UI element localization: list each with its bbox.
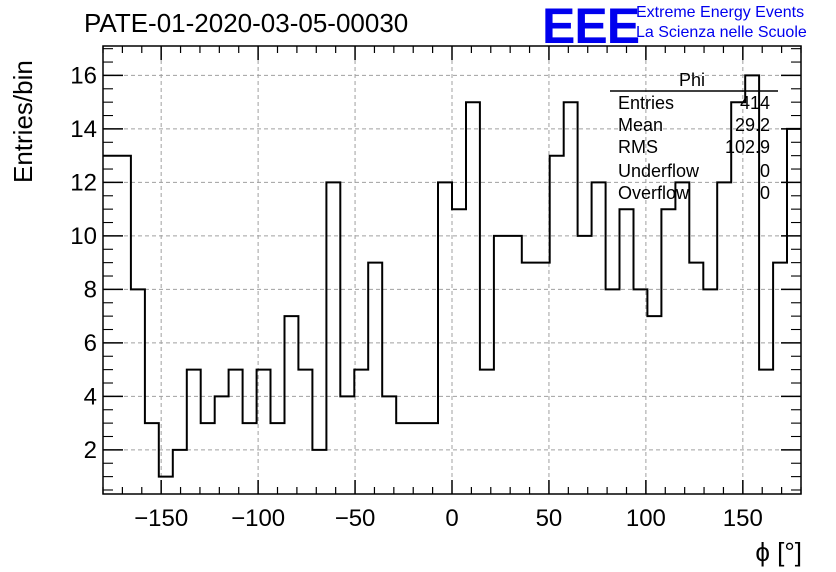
chart-title: PATE-01-2020-03-05-00030 [84, 8, 409, 38]
y-tick-label: 4 [84, 383, 97, 410]
stats-label-underflow: Underflow [618, 161, 700, 181]
grid-lines [103, 46, 801, 494]
x-tick-label: 50 [536, 505, 563, 532]
y-tick-label: 8 [84, 276, 97, 303]
logo-line-1: Extreme Energy Events [636, 4, 805, 21]
stats-value-mean: 29.2 [734, 115, 770, 135]
y-tick-label: 16 [70, 62, 97, 89]
x-tick-label: −150 [134, 505, 188, 532]
x-tick-label: 0 [445, 505, 458, 532]
eee-logo: EEE [542, 0, 640, 54]
x-tick-label: 150 [723, 505, 763, 532]
stats-value-underflow: 0 [759, 161, 770, 181]
stats-label-mean: Mean [618, 115, 664, 135]
x-tick-label: 100 [626, 505, 666, 532]
stats-value-rms: 102.9 [724, 137, 770, 157]
stats-box-title: Phi [679, 70, 706, 90]
logo-line-2: La Scienza nelle Scuole [636, 24, 807, 41]
x-axis-label: ϕ [°] [755, 537, 802, 567]
stats-label-overflow: Overflow [618, 183, 690, 203]
stats-label-entries: Entries [618, 93, 675, 113]
y-tick-label: 6 [84, 330, 97, 357]
axis-tick-labels: −150 −100 −50 0 50 100 150 2 4 6 8 10 12 14 16 [70, 62, 763, 532]
axis-ticks [102, 46, 802, 494]
histogram-series [103, 74, 801, 478]
y-tick-label: 10 [70, 223, 97, 250]
y-tick-label: 12 [70, 169, 97, 196]
stats-label-rms: RMS [618, 137, 658, 157]
stats-value-entries: 414 [739, 93, 770, 113]
y-tick-label: 2 [84, 437, 97, 464]
stats-value-overflow: 0 [759, 183, 770, 203]
y-axis-label: Entries/bin [8, 60, 38, 183]
x-tick-label: −100 [231, 505, 285, 532]
x-tick-label: −50 [335, 505, 376, 532]
y-tick-label: 14 [70, 116, 97, 143]
